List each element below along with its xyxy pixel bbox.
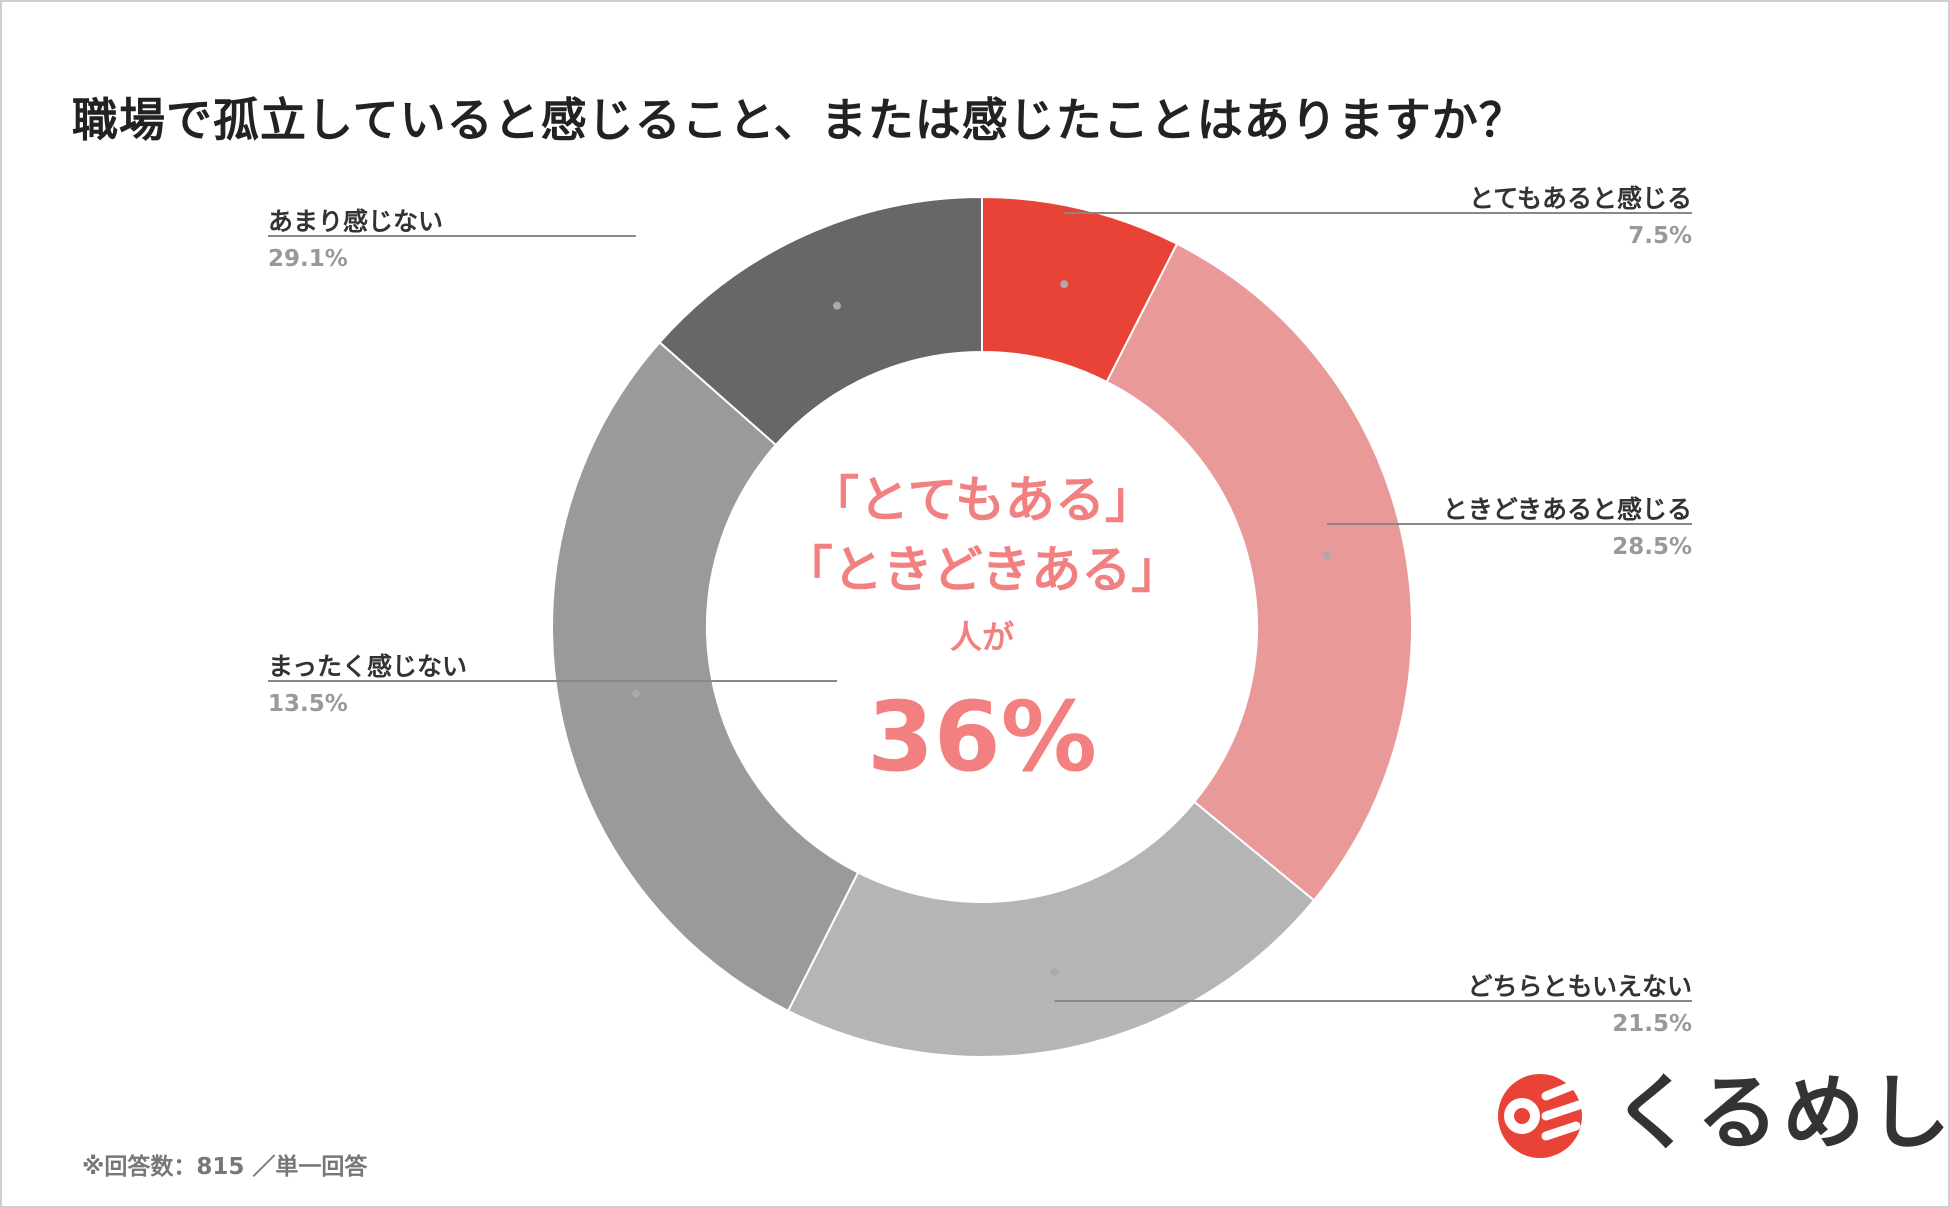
center-value: 36%	[867, 681, 1097, 793]
donut-slice-2	[1105, 242, 1413, 902]
leader-dot-1	[1060, 280, 1069, 289]
center-text-line2: 「ときどきある」	[783, 541, 1182, 599]
donut-slice-5	[658, 195, 983, 447]
donut-slice-4	[551, 340, 860, 1013]
slice-value-label-5: 13.5%	[268, 691, 348, 717]
brand-logo: くるめし	[1488, 1064, 1950, 1164]
donut-slice-3	[786, 800, 1316, 1058]
slice-value-label-1: 7.5%	[1628, 223, 1692, 249]
leader-dot-2	[1323, 551, 1332, 560]
slice-label-2: ときどきあると感じる	[1443, 495, 1692, 524]
slice-value-label-2: 28.5%	[1612, 534, 1692, 560]
logo-mark-icon	[1498, 1074, 1587, 1158]
slice-value-label-3: 21.5%	[1612, 1011, 1692, 1037]
slice-label-4: あまり感じない	[268, 207, 443, 236]
leader-dot-4	[631, 689, 640, 698]
chart-title: 職場で孤立していると感じること、または感じたことはありますか？	[72, 93, 1526, 147]
footnote: ※回答数：815 ／単一回答	[82, 1154, 368, 1180]
slice-label-3: どちらともいえない	[1467, 972, 1692, 1001]
leader-dot-5	[833, 301, 842, 310]
slice-label-5: まったく感じない	[268, 652, 467, 681]
center-text-line1: 「とてもある」	[809, 471, 1155, 529]
slice-label-1: とてもあると感じる	[1469, 184, 1692, 213]
logo-text: くるめし	[1612, 1066, 1950, 1161]
center-text-line3: 人が	[950, 618, 1014, 656]
leader-dot-3	[1050, 967, 1059, 976]
slice-value-label-4: 29.1%	[268, 246, 348, 272]
